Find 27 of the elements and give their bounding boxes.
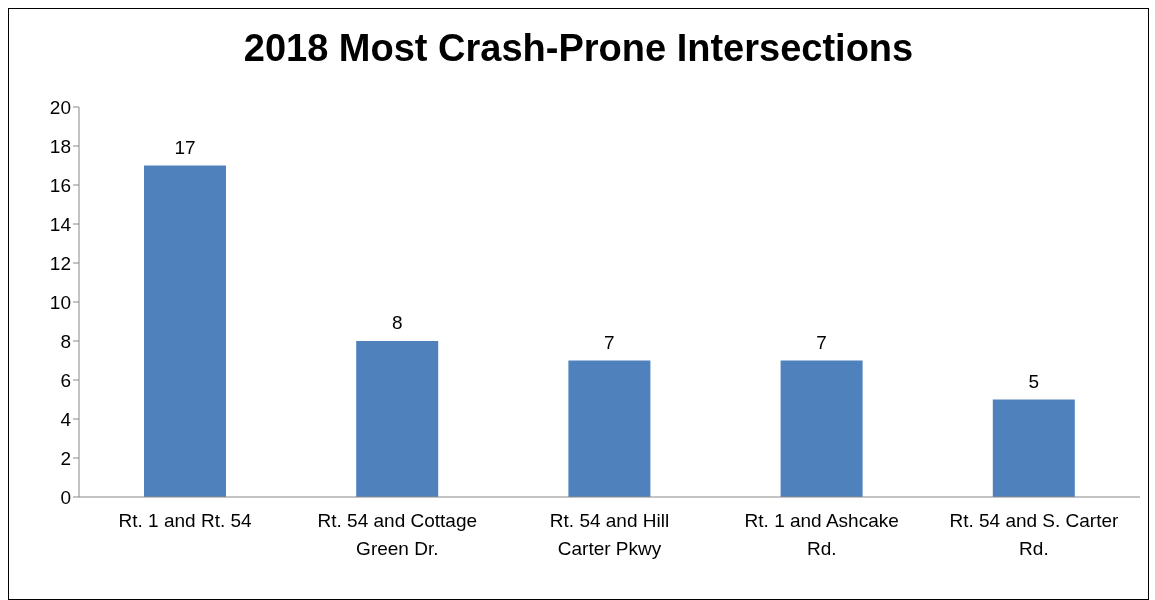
chart-title: 2018 Most Crash-Prone Intersections bbox=[242, 26, 915, 71]
y-tick-label: 4 bbox=[60, 408, 72, 430]
y-tick-label: 6 bbox=[60, 369, 71, 391]
y-tick-label: 18 bbox=[49, 135, 71, 157]
bar bbox=[568, 360, 651, 497]
y-tick-label: 8 bbox=[60, 330, 71, 352]
y-tick-label: 2 bbox=[60, 447, 71, 469]
x-tick-label: Rt. 54 and Cottage Green Dr. bbox=[317, 510, 478, 559]
x-tick-label: Rt. 1 and Ashcake Rd. bbox=[744, 510, 899, 559]
data-label: 7 bbox=[816, 331, 827, 353]
y-tick-label: 16 bbox=[49, 174, 71, 196]
bar bbox=[780, 360, 863, 497]
data-label: 7 bbox=[604, 331, 615, 353]
x-tick-label: Rt. 1 and Rt. 54 bbox=[118, 510, 253, 531]
bar bbox=[144, 165, 226, 497]
y-tick-label: 14 bbox=[49, 213, 72, 235]
bar bbox=[356, 341, 439, 497]
y-tick-label: 0 bbox=[60, 486, 71, 508]
data-label: 5 bbox=[1028, 370, 1040, 392]
x-tick-label: Rt. 54 and S. Carter Rd. bbox=[949, 510, 1120, 559]
bar bbox=[992, 399, 1075, 497]
y-tick-label: 20 bbox=[49, 96, 71, 118]
x-tick-label: Rt. 54 and Hill Carter Pkwy bbox=[549, 510, 670, 559]
y-tick-label: 10 bbox=[49, 291, 71, 313]
data-label: 17 bbox=[174, 136, 196, 158]
data-label: 8 bbox=[391, 312, 403, 333]
y-tick-label: 12 bbox=[49, 252, 71, 274]
